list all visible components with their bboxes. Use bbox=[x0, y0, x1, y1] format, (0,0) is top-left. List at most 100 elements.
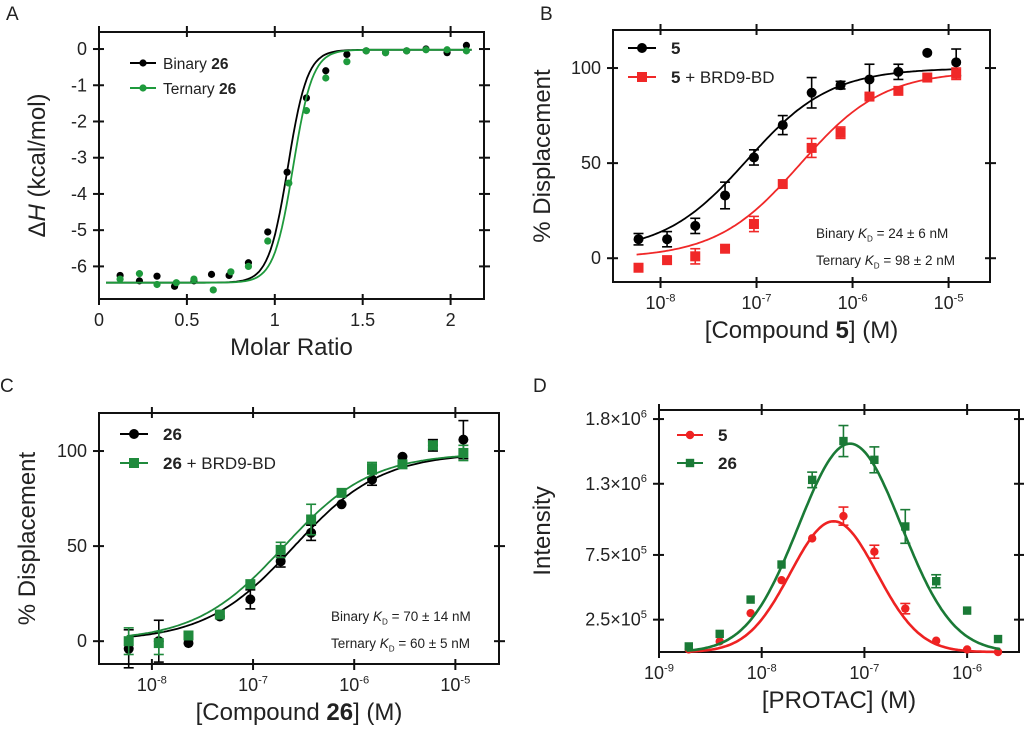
fit-curve bbox=[636, 74, 959, 256]
x-tick-label: 10-6 bbox=[838, 292, 868, 313]
y-tick-label: -4 bbox=[71, 184, 87, 204]
data-point bbox=[153, 272, 161, 280]
y-tick-label: 7.5×105 bbox=[585, 544, 647, 565]
legend-label: 26 bbox=[163, 425, 182, 444]
data-point bbox=[245, 594, 256, 605]
data-point bbox=[116, 275, 124, 283]
data-point bbox=[264, 228, 272, 236]
data-point bbox=[367, 463, 378, 474]
fit-curve bbox=[106, 48, 472, 284]
kd-annotation: Ternary KD = 98 ± 2 nM bbox=[816, 253, 955, 270]
data-point bbox=[662, 255, 673, 266]
panel-label: C bbox=[0, 376, 14, 397]
data-point bbox=[748, 152, 759, 163]
fit-curve bbox=[106, 48, 472, 284]
data-point bbox=[183, 630, 194, 641]
data-point bbox=[870, 547, 879, 556]
data-point bbox=[951, 57, 962, 68]
data-point bbox=[746, 595, 755, 604]
plot-frame bbox=[658, 409, 1020, 653]
y-tick-label: -2 bbox=[71, 111, 87, 131]
data-point bbox=[684, 642, 693, 651]
data-point bbox=[190, 275, 198, 283]
y-tick-label: 100 bbox=[57, 441, 87, 461]
data-point bbox=[264, 237, 272, 245]
data-point bbox=[962, 645, 972, 654]
fit-curve bbox=[686, 442, 1001, 652]
data-point bbox=[343, 50, 351, 59]
data-point bbox=[901, 604, 910, 613]
data-point bbox=[690, 220, 701, 231]
legend-label: 26 + BRD9-BD bbox=[163, 454, 276, 473]
data-point bbox=[207, 270, 216, 278]
data-point bbox=[993, 634, 1003, 644]
y-tick-label: -1 bbox=[71, 75, 87, 95]
data-point bbox=[633, 234, 644, 245]
data-point bbox=[864, 91, 875, 102]
data-point bbox=[322, 74, 330, 82]
data-point bbox=[662, 234, 673, 245]
data-point bbox=[922, 47, 933, 58]
data-point bbox=[993, 647, 1003, 657]
series-2 bbox=[684, 424, 1003, 652]
data-point bbox=[807, 534, 817, 543]
legend-label: 5 bbox=[671, 39, 680, 58]
data-point bbox=[397, 451, 408, 462]
data-point bbox=[835, 127, 846, 138]
x-tick-label: 10-6 bbox=[339, 674, 369, 695]
legend-marker bbox=[685, 430, 695, 440]
y-tick-label: -3 bbox=[71, 148, 87, 168]
legend-marker bbox=[685, 458, 695, 468]
data-point bbox=[135, 270, 144, 278]
kd-annotation: Binary KD = 24 ± 6 nM bbox=[816, 226, 948, 243]
data-point bbox=[864, 74, 875, 85]
data-point bbox=[690, 251, 701, 262]
data-point bbox=[777, 120, 788, 131]
data-point bbox=[275, 556, 286, 567]
x-tick-label: 1 bbox=[270, 310, 280, 330]
data-point bbox=[893, 66, 904, 77]
plot-frame bbox=[98, 412, 500, 665]
data-point bbox=[302, 107, 311, 115]
panel-D: D 10-9 10-8 10-7 10-6 2.5×105 7.5×105 1.3×106 1.… bbox=[529, 376, 1024, 714]
series-2 bbox=[106, 46, 472, 294]
x-tick-label: 10-5 bbox=[934, 292, 964, 313]
series-1 bbox=[633, 47, 962, 248]
data-point bbox=[285, 179, 293, 187]
data-point bbox=[244, 262, 253, 270]
legend-marker bbox=[139, 59, 147, 67]
data-point bbox=[403, 47, 411, 55]
data-point bbox=[153, 280, 161, 289]
panel-B: B 10-8 10-7 10-6 10-5 0 50 100 [Compound 5] (M)%… bbox=[529, 4, 996, 344]
panel-C: C 10-8 10-7 10-6 10-5 0 50 100 [Compound 26] (M)… bbox=[0, 376, 505, 726]
kd-annotation: Binary KD = 70 ± 14 nM bbox=[331, 609, 471, 626]
data-point bbox=[748, 218, 759, 229]
x-tick-label: 10-8 bbox=[747, 662, 777, 683]
x-tick-label: 10-8 bbox=[137, 674, 167, 695]
y-axis-label: % Displacement bbox=[14, 451, 41, 625]
y-axis-label: Intensity bbox=[529, 486, 556, 575]
data-point bbox=[458, 447, 469, 458]
y-tick-label: 0 bbox=[77, 39, 87, 59]
panel-label: B bbox=[540, 4, 553, 25]
data-point bbox=[306, 514, 317, 525]
data-point bbox=[443, 46, 451, 54]
series-2 bbox=[123, 440, 469, 656]
data-point bbox=[962, 606, 972, 615]
data-point bbox=[427, 440, 438, 451]
data-point bbox=[839, 436, 848, 446]
data-point bbox=[172, 279, 180, 287]
data-point bbox=[932, 577, 941, 586]
legend-marker bbox=[129, 429, 139, 439]
data-point bbox=[397, 459, 408, 470]
data-point bbox=[715, 629, 724, 639]
data-point bbox=[343, 58, 351, 66]
legend-label: Ternary 26 bbox=[163, 81, 237, 98]
y-tick-label: 100 bbox=[571, 58, 601, 78]
x-tick-label: 10-7 bbox=[742, 292, 772, 313]
x-tick-label: 10-9 bbox=[644, 662, 674, 683]
fit-curve bbox=[126, 455, 466, 638]
data-point bbox=[462, 47, 471, 55]
fit-curve bbox=[686, 519, 1001, 654]
data-point bbox=[462, 41, 471, 50]
